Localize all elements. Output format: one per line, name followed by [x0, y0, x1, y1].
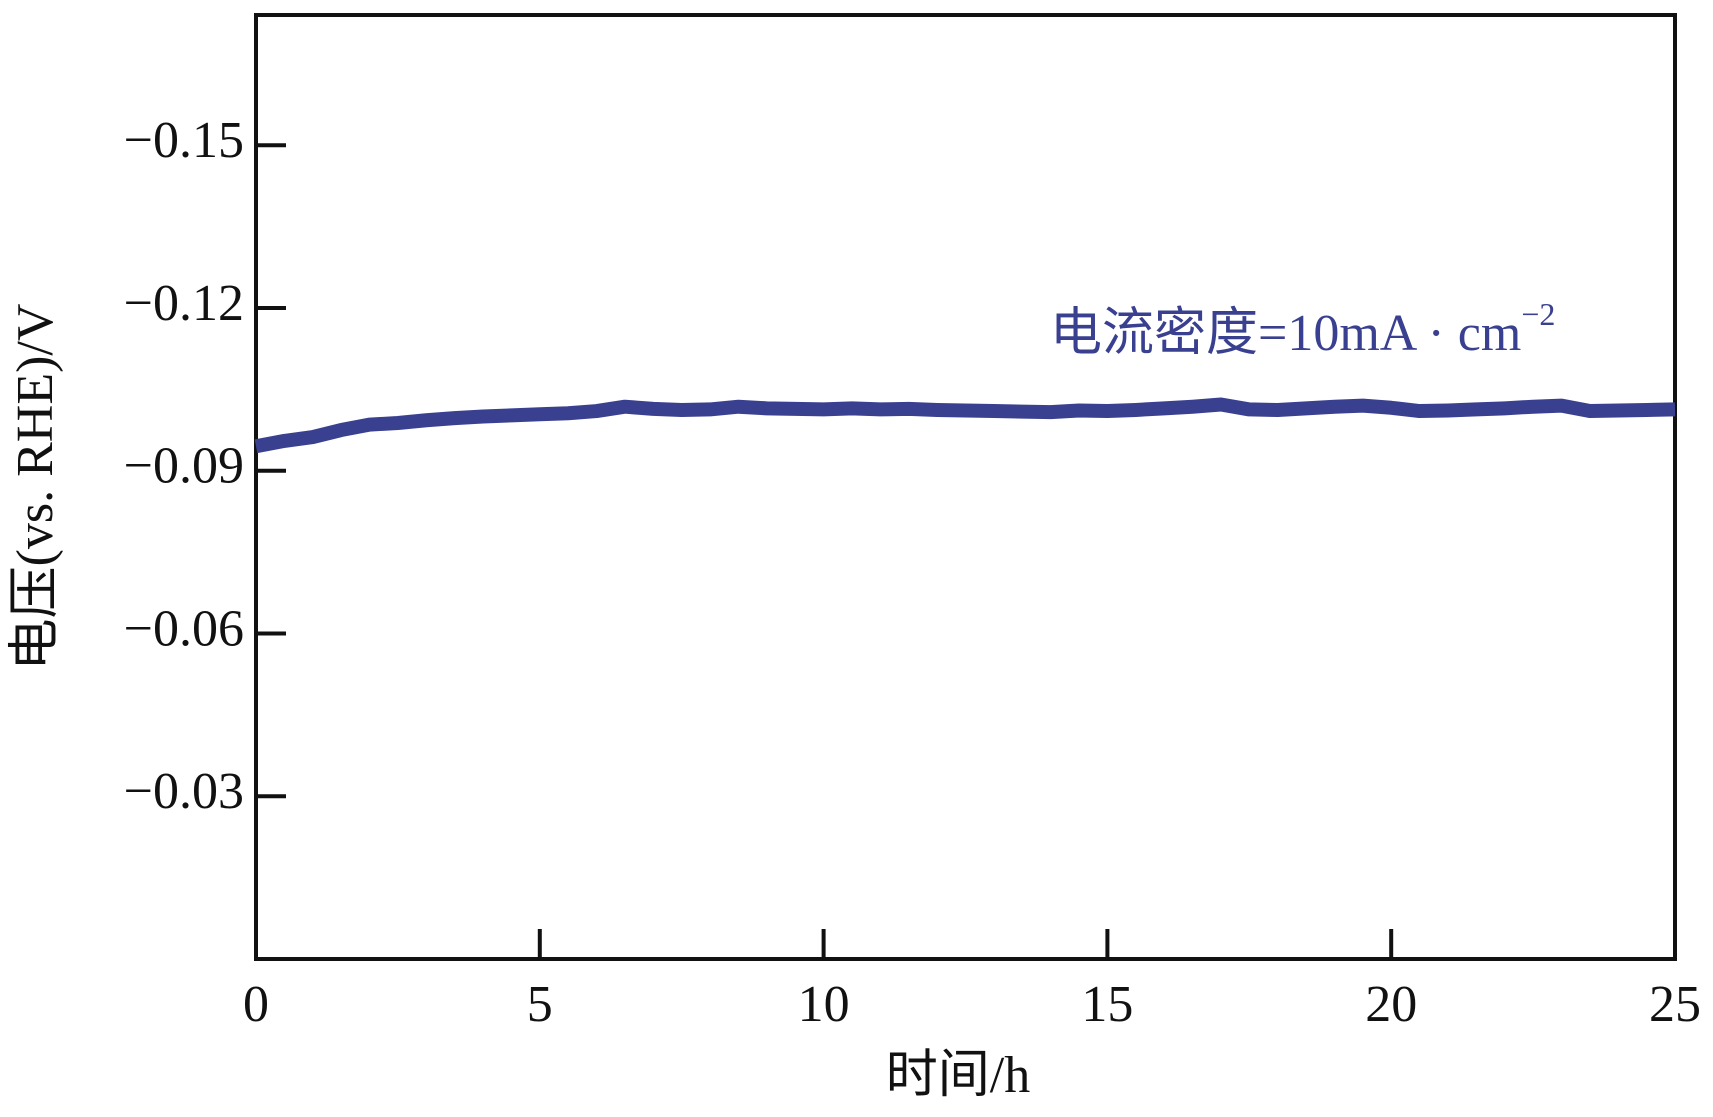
x-tick-label: 20: [1365, 976, 1417, 1033]
y-tick-label: −0.03: [124, 763, 244, 820]
y-tick-label: −0.09: [124, 438, 244, 495]
y-tick-label: −0.15: [124, 112, 244, 169]
y-tick-label: −0.12: [124, 275, 244, 332]
x-tick-label: 25: [1649, 976, 1701, 1033]
x-axis-label: 时间/h: [886, 1047, 1030, 1104]
data-line: [254, 397, 1676, 454]
y-axis-label: 电压(vs. RHE)/V: [7, 304, 64, 671]
x-tick-label: 5: [527, 976, 553, 1033]
x-tick-label: 10: [798, 976, 850, 1033]
x-tick-label: 0: [243, 976, 269, 1033]
y-tick-label: −0.06: [124, 600, 244, 657]
annotation: 电流密度=10mA · cm−2: [1050, 296, 1555, 362]
annotation-superscript: −2: [1521, 296, 1555, 332]
plot-frame: [254, 13, 1677, 961]
annotation-text: 电流密度=10mA · cm: [1050, 305, 1521, 362]
x-tick-label: 15: [1081, 976, 1133, 1033]
